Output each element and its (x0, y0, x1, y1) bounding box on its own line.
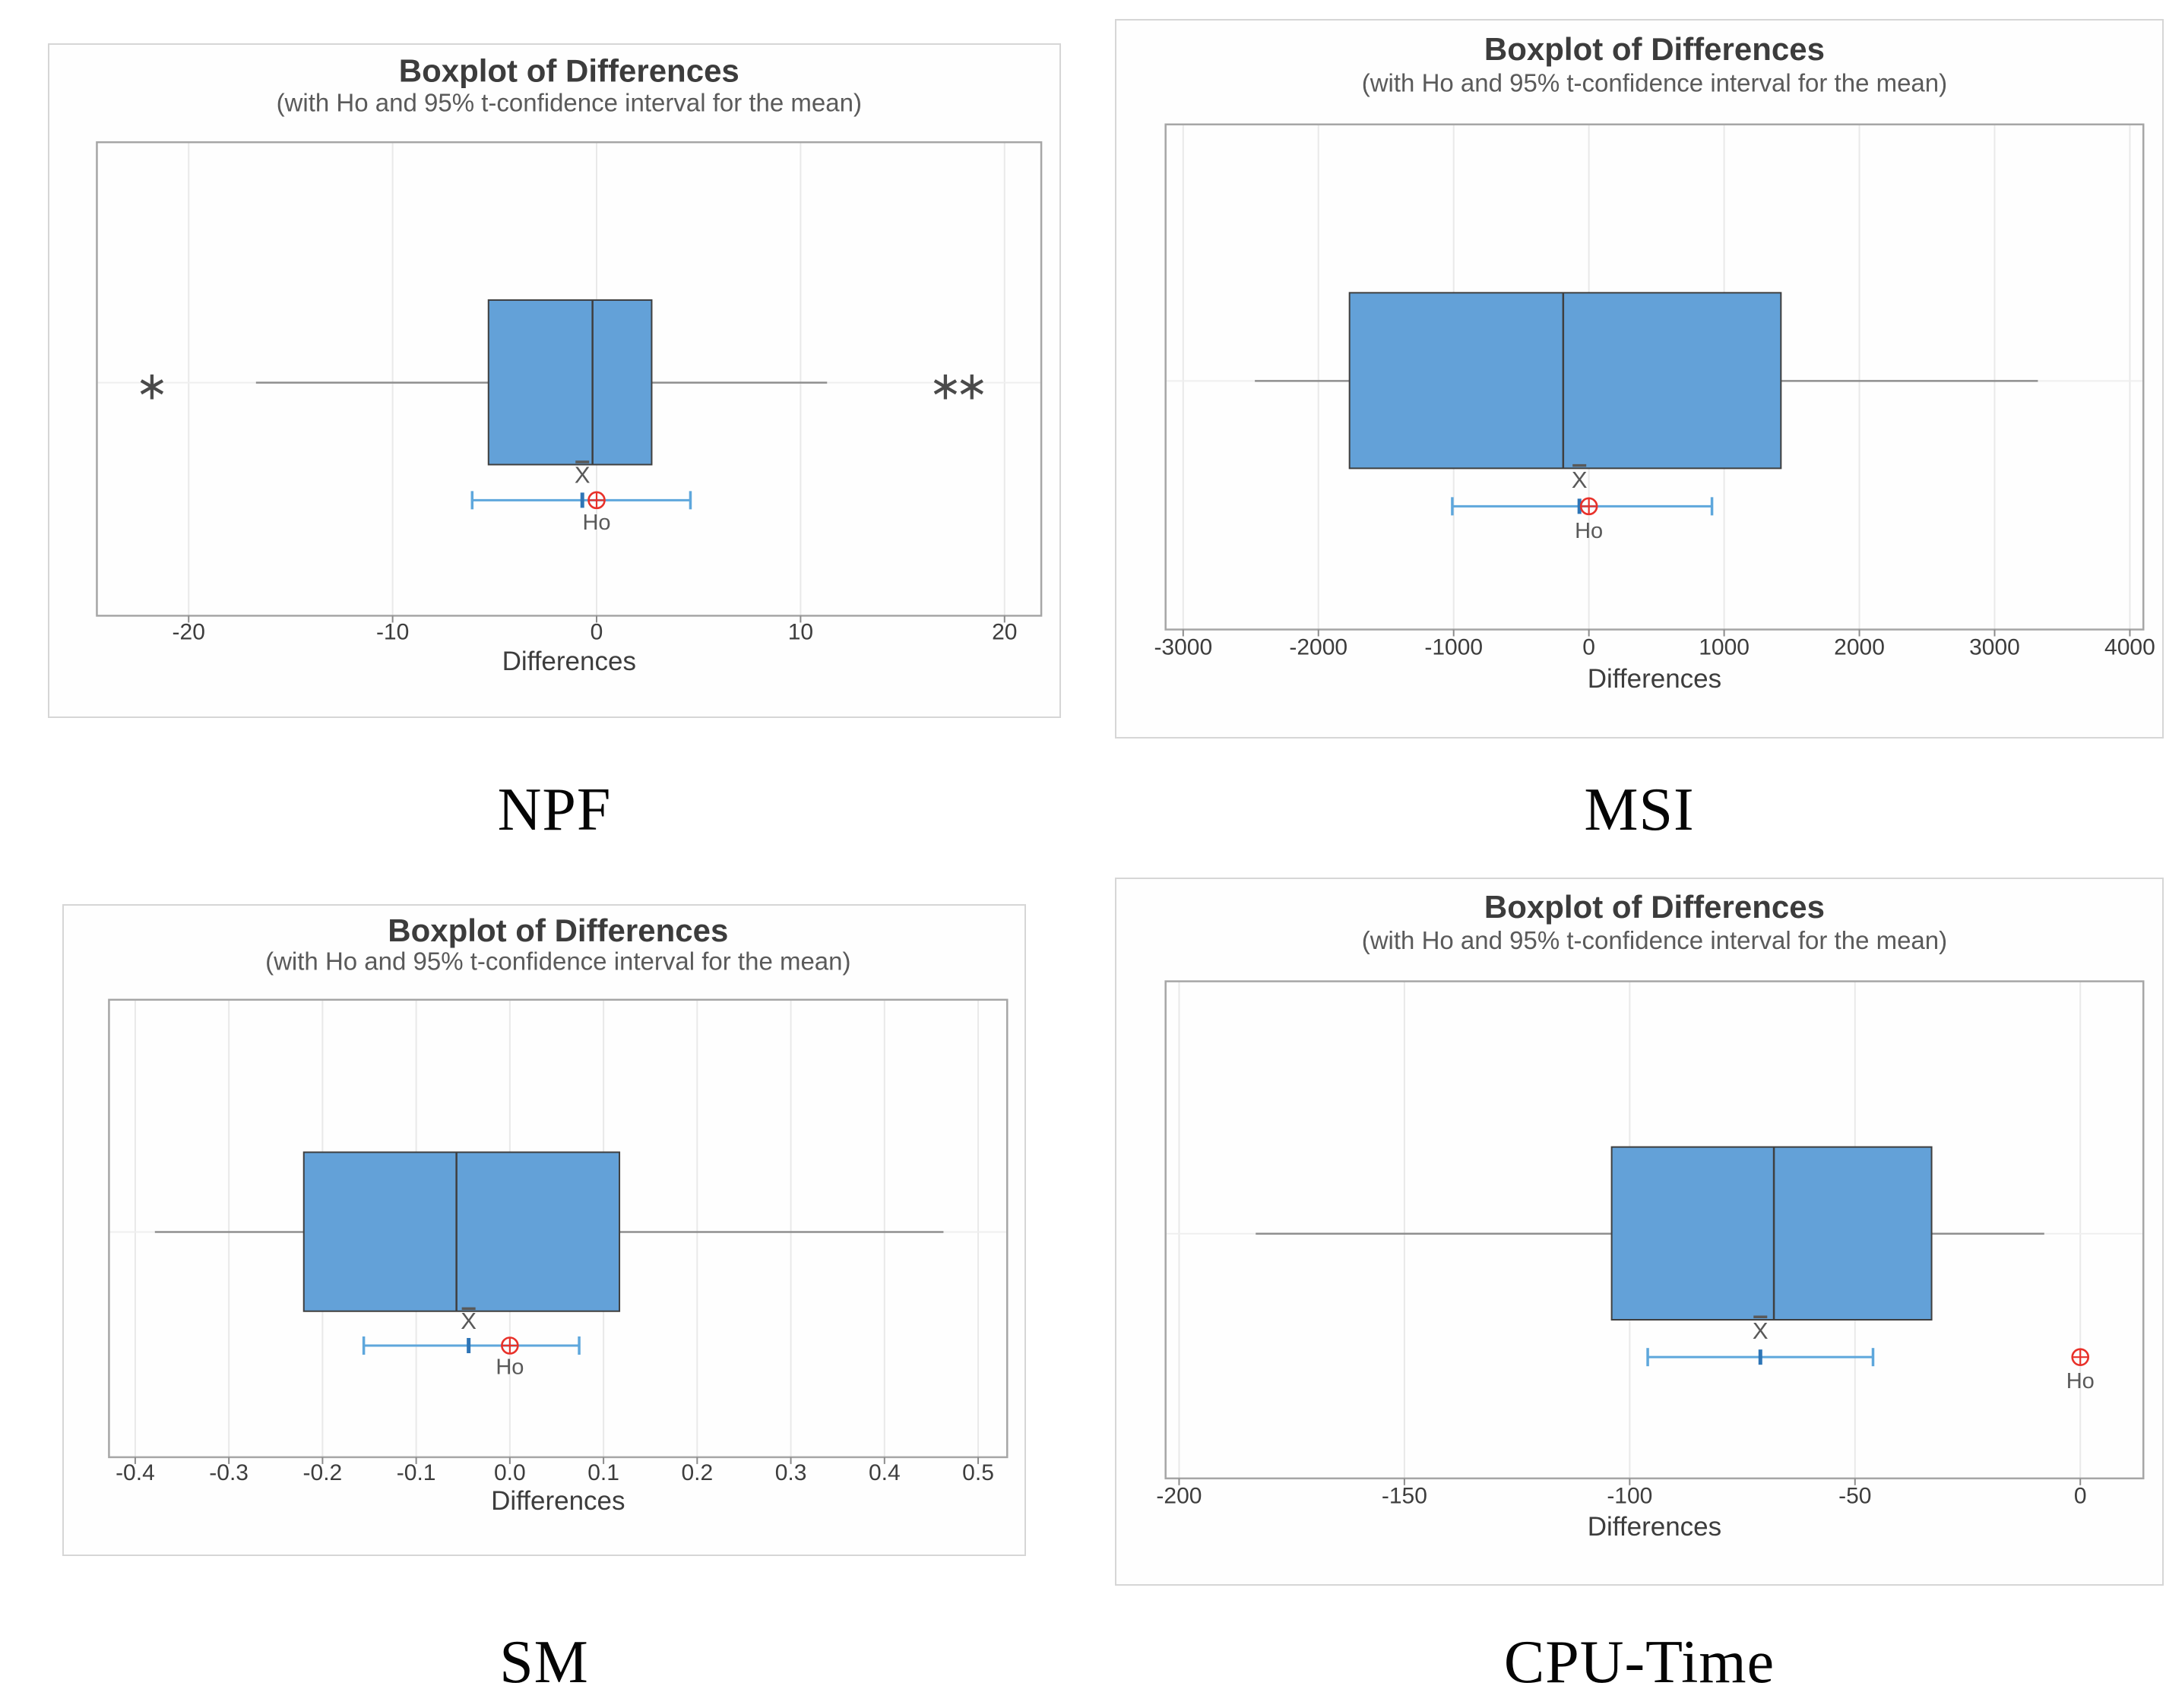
boxplot-cpu-time-chart: Boxplot of Differences (with Ho and 95% t… (1116, 879, 2162, 1584)
ci-mean-tick (1577, 498, 1582, 514)
plot-frame (1164, 980, 2145, 1480)
iqr-box (1348, 292, 1782, 470)
axis-tick-label: -0.3 (209, 1460, 249, 1485)
axis-tick-label: -100 (1607, 1483, 1652, 1508)
plot-frame (96, 141, 1043, 617)
axis-tick-label: 0.1 (587, 1460, 619, 1485)
chart-subtitle: (with Ho and 95% t-confidence interval f… (1362, 68, 1947, 96)
boxplot-msi-chart: Boxplot of Differences (with Ho and 95% t… (1116, 21, 2162, 737)
axis-tick-label: 3000 (1969, 635, 2020, 660)
ci-mean-tick (1758, 1349, 1762, 1365)
x-axis-title: Differences (491, 1486, 625, 1516)
chart-subtitle: (with Ho and 95% t-confidence interval f… (265, 947, 850, 976)
ho-label: Ho (2066, 1369, 2095, 1393)
mean-symbol: X (1753, 1317, 1769, 1344)
axis-tick-label: 0.0 (494, 1460, 526, 1485)
figure-sm: Boxplot of Differences (with Ho and 95% t… (62, 904, 1026, 1556)
ho-marker (501, 1336, 519, 1355)
axis-tick-label: -0.1 (397, 1460, 436, 1485)
outlier-asterisk: ∗ (929, 365, 962, 409)
ci-mean-tick (467, 1338, 471, 1354)
boxplot-svg: Boxplot of Differences(with Ho and 95% t… (96, 53, 1043, 676)
ho-marker (2071, 1348, 2090, 1366)
figure-msi: Boxplot of Differences (with Ho and 95% t… (1115, 19, 2164, 739)
ho-marker (1579, 497, 1598, 516)
chart-subtitle: (with Ho and 95% t-confidence interval f… (1362, 926, 1947, 954)
x-axis-title: Differences (1588, 1512, 1721, 1542)
iqr-box (487, 299, 653, 466)
mean-symbol: X (461, 1308, 477, 1334)
x-axis-title: Differences (502, 647, 636, 676)
axis-tick-label: -50 (1838, 1483, 1871, 1508)
chart-title: Boxplot of Differences (399, 53, 739, 89)
iqr-box (1610, 1146, 1933, 1321)
chart-title: Boxplot of Differences (388, 913, 728, 948)
mean-symbol: X (575, 461, 591, 488)
boxplot-sm-chart: Boxplot of Differences (with Ho and 95% t… (64, 906, 1024, 1555)
mean-symbol: X (1572, 467, 1588, 493)
figure-label-msi: MSI (1584, 777, 1695, 843)
boxplot-svg: Boxplot of Differences(with Ho and 95% t… (1154, 31, 2155, 694)
axis-tick-label: -1000 (1424, 635, 1483, 660)
axis-tick-label: 0.2 (681, 1460, 713, 1485)
axis-tick-label: 0 (2074, 1483, 2087, 1508)
chart-title: Boxplot of Differences (1484, 31, 1825, 67)
chart-title: Boxplot of Differences (1484, 889, 1825, 925)
axis-tick-label: -10 (376, 619, 409, 644)
axis-tick-label: 4000 (2104, 635, 2155, 660)
ho-label: Ho (496, 1355, 524, 1380)
outlier-asterisk: ∗ (135, 365, 169, 409)
axis-tick-label: -20 (173, 619, 205, 644)
axis-tick-label: -2000 (1289, 635, 1347, 660)
axis-tick-label: 0.3 (775, 1460, 807, 1485)
axis-tick-label: 0.4 (869, 1460, 901, 1485)
ho-marker (587, 491, 606, 510)
axis-tick-label: 10 (788, 619, 813, 644)
axis-tick-label: 0 (591, 619, 603, 644)
plot-frame (1164, 123, 2145, 631)
axis-tick-label: -200 (1156, 1483, 1202, 1508)
figure-label-npf: NPF (497, 777, 612, 843)
figure-label-cpu-time: CPU-Time (1503, 1629, 1775, 1696)
figure-npf: Boxplot of Differences (with Ho and 95% t… (48, 43, 1061, 718)
axis-tick-label: -0.2 (303, 1460, 343, 1485)
figure-label-sm: SM (499, 1629, 589, 1696)
axis-tick-label: 1000 (1699, 635, 1750, 660)
axis-tick-label: 0.5 (962, 1460, 994, 1485)
axis-tick-label: 0 (1582, 635, 1595, 660)
ho-label: Ho (1575, 519, 1603, 543)
boxplot-npf-chart: Boxplot of Differences (with Ho and 95% t… (49, 45, 1059, 716)
axis-tick-label: 20 (992, 619, 1017, 644)
ci-mean-tick (580, 492, 584, 508)
axis-tick-label: -150 (1382, 1483, 1427, 1508)
axis-tick-label: -3000 (1154, 635, 1212, 660)
ho-label: Ho (582, 511, 610, 535)
figure-cpu-time: Boxplot of Differences (with Ho and 95% t… (1115, 878, 2164, 1586)
iqr-box (302, 1151, 621, 1312)
axis-tick-label: 2000 (1834, 635, 1885, 660)
boxplot-svg: Boxplot of Differences(with Ho and 95% t… (108, 913, 1009, 1516)
x-axis-title: Differences (1588, 664, 1721, 694)
plot-frame (108, 998, 1009, 1459)
boxplot-svg: Boxplot of Differences(with Ho and 95% t… (1156, 889, 2145, 1542)
chart-subtitle: (with Ho and 95% t-confidence interval f… (277, 89, 862, 117)
axis-tick-label: -0.4 (116, 1460, 155, 1485)
outlier-asterisk: ∗ (955, 365, 989, 409)
